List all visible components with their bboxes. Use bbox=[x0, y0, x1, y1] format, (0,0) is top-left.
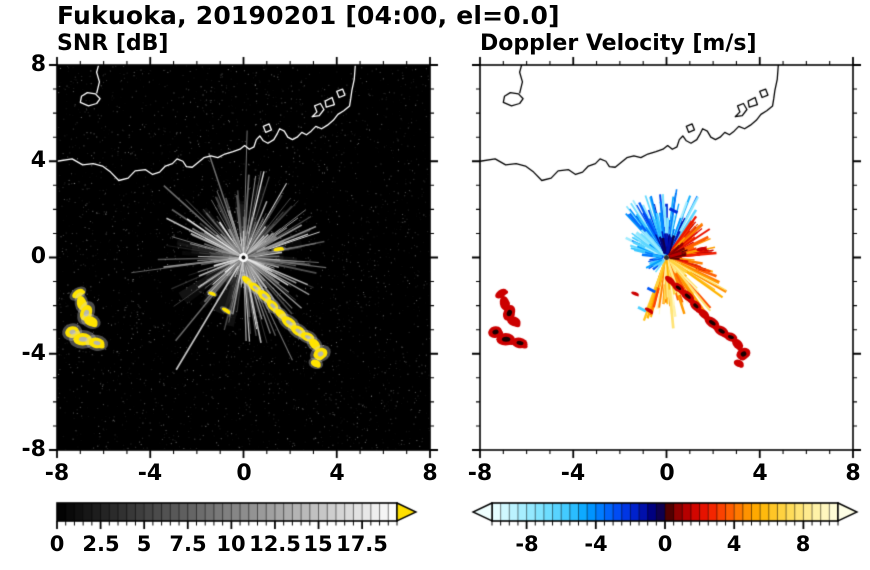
doppler-panel-title: Doppler Velocity [m/s] bbox=[480, 31, 757, 56]
y-tick-label: 8 bbox=[30, 52, 46, 77]
x-tick-label: 0 bbox=[659, 461, 675, 486]
doppler-colorbar-canvas bbox=[470, 499, 870, 535]
x-tick-label: 0 bbox=[236, 461, 252, 486]
x-tick-label: -4 bbox=[560, 461, 586, 486]
y-tick-label: 4 bbox=[30, 148, 46, 173]
snr-panel-title: SNR [dB] bbox=[57, 31, 169, 56]
y-tick-label: -8 bbox=[21, 437, 46, 462]
colorbar-tick-label: 4 bbox=[726, 532, 742, 556]
x-tick-label: 4 bbox=[329, 461, 345, 486]
colorbar-tick-label: 0 bbox=[49, 532, 65, 556]
x-tick-label: -4 bbox=[137, 461, 163, 486]
snr-plot-canvas bbox=[48, 56, 439, 459]
colorbar-tick-label: -8 bbox=[515, 532, 539, 556]
colorbar-tick-label: 7.5 bbox=[169, 532, 207, 556]
colorbar-tick-label: 17.5 bbox=[336, 532, 388, 556]
x-tick-label: 8 bbox=[422, 461, 438, 486]
colorbar-tick-label: 12.5 bbox=[249, 532, 301, 556]
y-tick-label: -4 bbox=[21, 341, 46, 366]
colorbar-tick-label: 8 bbox=[795, 532, 811, 556]
y-tick-label: 0 bbox=[30, 244, 46, 269]
x-tick-label: 8 bbox=[845, 461, 861, 486]
doppler-plot-canvas bbox=[471, 56, 862, 459]
x-tick-label: 4 bbox=[752, 461, 768, 486]
colorbar-tick-label: 5 bbox=[136, 532, 152, 556]
figure-title: Fukuoka, 20190201 [04:00, el=0.0] bbox=[57, 1, 560, 30]
x-tick-label: -8 bbox=[467, 461, 493, 486]
colorbar-tick-label: 2.5 bbox=[82, 532, 120, 556]
colorbar-tick-label: 10 bbox=[216, 532, 246, 556]
colorbar-tick-label: 0 bbox=[657, 532, 673, 556]
colorbar-tick-label: 15 bbox=[303, 532, 333, 556]
colorbar-tick-label: -4 bbox=[584, 532, 608, 556]
snr-colorbar-canvas bbox=[50, 499, 430, 535]
x-tick-label: -8 bbox=[44, 461, 70, 486]
